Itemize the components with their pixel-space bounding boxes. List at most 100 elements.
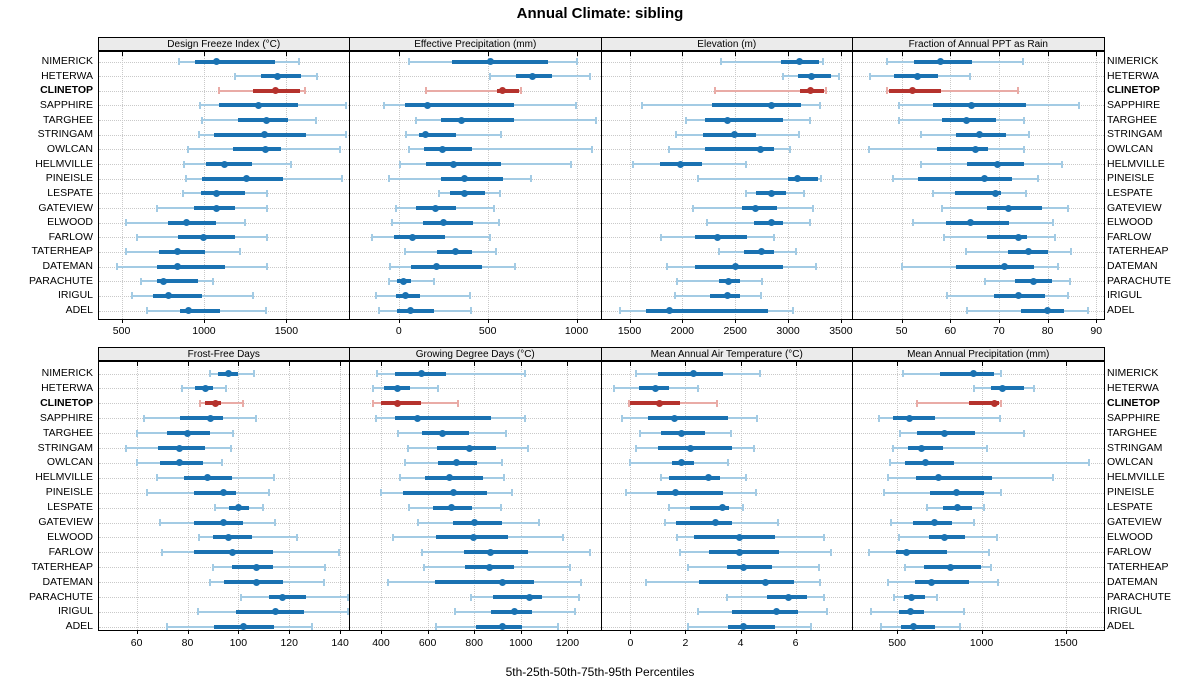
median-dot xyxy=(439,429,446,437)
median-dot xyxy=(732,263,740,271)
median-dot xyxy=(466,444,474,452)
interval-endcap xyxy=(590,145,593,153)
axis-tick xyxy=(520,630,522,634)
panel-elevation-m xyxy=(600,51,853,320)
median-dot xyxy=(735,548,743,556)
median-dot xyxy=(666,307,674,315)
interval-endcap xyxy=(116,263,119,271)
station-label-left: OWLCAN xyxy=(46,142,93,155)
interval-endcap xyxy=(341,175,344,183)
gridline-vertical xyxy=(950,52,952,319)
interval-endcap xyxy=(265,233,268,241)
interval-endcap xyxy=(962,608,965,616)
median-dot xyxy=(903,548,911,556)
station-label-right: TATERHEAP xyxy=(1107,245,1169,258)
interval-endcap xyxy=(869,72,872,80)
median-dot xyxy=(730,131,738,139)
axis-top-tick xyxy=(136,362,138,366)
station-label-right: PINEISLE xyxy=(1107,486,1155,499)
median-dot xyxy=(705,474,713,482)
interval-5-95 xyxy=(697,177,821,180)
panel-mean-annual-precipitation-mm xyxy=(852,361,1105,631)
interval-5-95 xyxy=(376,294,471,297)
interval-endcap xyxy=(186,145,189,153)
interval-endcap xyxy=(338,145,341,153)
median-dot xyxy=(906,608,914,616)
interval-25-75 xyxy=(657,446,733,450)
station-label-left: CLINETOP xyxy=(40,396,93,409)
interval-endcap xyxy=(965,248,968,256)
interval-5-95 xyxy=(388,280,434,283)
interval-5-95 xyxy=(916,402,1002,405)
median-dot xyxy=(406,307,414,315)
gridline-vertical xyxy=(1047,52,1049,319)
interval-25-75 xyxy=(689,505,730,510)
interval-endcap xyxy=(911,219,914,227)
station-label-left: FARLOW xyxy=(48,545,93,558)
median-dot xyxy=(201,384,209,392)
interval-endcap xyxy=(346,593,349,601)
interval-endcap xyxy=(181,384,184,392)
axis-top-tick xyxy=(487,52,489,56)
interval-endcap xyxy=(438,189,441,197)
gridline-vertical xyxy=(685,362,687,630)
gridline-vertical xyxy=(1096,52,1098,319)
station-label-right: TARGHEE xyxy=(1107,113,1157,126)
axis-tick-label: 3500 xyxy=(829,325,853,337)
interval-endcap xyxy=(821,58,824,65)
interval-endcap xyxy=(378,307,381,315)
median-dot xyxy=(651,384,659,392)
interval-endcap xyxy=(625,489,628,497)
interval-endcap xyxy=(233,72,236,80)
axis-tick-label: 2000 xyxy=(670,325,695,337)
interval-25-75 xyxy=(630,401,680,406)
axis-tick-label: 2500 xyxy=(723,325,747,337)
interval-25-75 xyxy=(405,103,515,108)
interval-endcap xyxy=(667,504,670,512)
median-dot xyxy=(807,87,815,95)
gridline-vertical xyxy=(629,52,631,319)
interval-endcap xyxy=(705,219,708,227)
interval-25-75 xyxy=(940,371,995,376)
interval-endcap xyxy=(890,519,893,526)
interval-endcap xyxy=(589,548,592,556)
station-label-left: PINEISLE xyxy=(45,486,93,499)
interval-endcap xyxy=(183,160,186,168)
axis-tick-label: 600 xyxy=(418,637,437,649)
interval-5-95 xyxy=(878,417,1000,420)
station-label-right: TATERHEAP xyxy=(1107,560,1169,573)
interval-endcap xyxy=(303,87,306,95)
gridline-vertical xyxy=(203,52,205,319)
interval-endcap xyxy=(135,429,138,437)
median-dot xyxy=(719,504,727,512)
panel-strip-title: Effective Precipitation (mm) xyxy=(349,37,602,51)
station-label-right: HETERWA xyxy=(1107,381,1159,394)
gridline-vertical xyxy=(520,362,522,630)
gridline-vertical xyxy=(286,52,288,319)
interval-endcap xyxy=(941,204,943,212)
interval-25-75 xyxy=(419,132,456,137)
interval-endcap xyxy=(803,189,806,197)
interval-endcap xyxy=(773,233,776,241)
median-dot xyxy=(417,370,425,377)
median-dot xyxy=(937,58,945,65)
interval-endcap xyxy=(396,429,399,437)
interval-endcap xyxy=(382,101,385,109)
interval-endcap xyxy=(146,307,149,315)
interval-endcap xyxy=(676,277,679,285)
interval-endcap xyxy=(371,399,374,407)
interval-25-75 xyxy=(901,624,935,629)
station-label-right: STRINGAM xyxy=(1107,128,1163,141)
median-dot xyxy=(752,204,760,212)
median-dot xyxy=(655,399,663,407)
interval-endcap xyxy=(538,519,541,526)
interval-endcap xyxy=(932,189,935,197)
interval-endcap xyxy=(406,444,409,452)
interval-25-75 xyxy=(464,550,529,555)
station-label-left: DATEMAN xyxy=(42,575,93,588)
interval-endcap xyxy=(386,578,389,586)
interval-endcap xyxy=(577,593,580,601)
station-label-right: HETERWA xyxy=(1107,69,1159,82)
interval-endcap xyxy=(404,131,407,139)
median-dot xyxy=(723,116,731,124)
